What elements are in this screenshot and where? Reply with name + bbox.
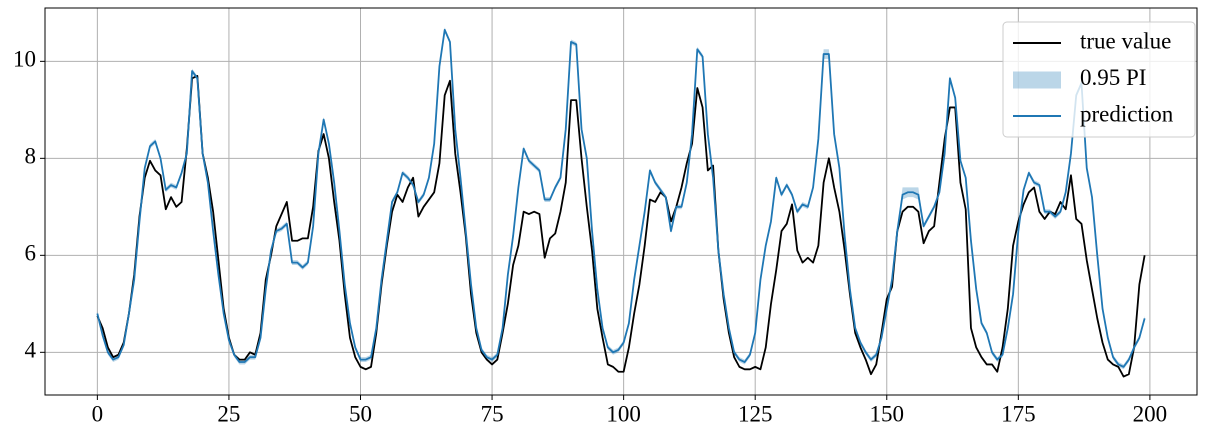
legend-swatch <box>1013 71 1061 89</box>
series-line <box>96 28 1146 368</box>
y-tick-label: 10 <box>13 47 36 72</box>
x-tick-label: 100 <box>606 401 641 426</box>
legend-label: prediction <box>1080 101 1174 126</box>
y-tick-label: 4 <box>25 338 37 363</box>
y-tick-label: 6 <box>25 241 37 266</box>
legend: true value 0.95 PI prediction <box>1002 21 1196 138</box>
x-tick-label: 75 <box>481 401 504 426</box>
legend-label: 0.95 PI <box>1080 65 1146 90</box>
x-tick-label: 125 <box>738 401 773 426</box>
legend-box <box>1002 21 1196 138</box>
x-tick-label: 150 <box>870 401 905 426</box>
x-tick-label: 25 <box>217 401 240 426</box>
x-tick-label: 50 <box>349 401 372 426</box>
x-tick-label: 200 <box>1133 401 1168 426</box>
x-tick-label: 0 <box>92 401 104 426</box>
legend-label: true value <box>1080 28 1171 53</box>
x-tick-label: 175 <box>1001 401 1036 426</box>
plot-frame <box>44 7 1198 396</box>
y-tick-label: 8 <box>25 144 37 169</box>
